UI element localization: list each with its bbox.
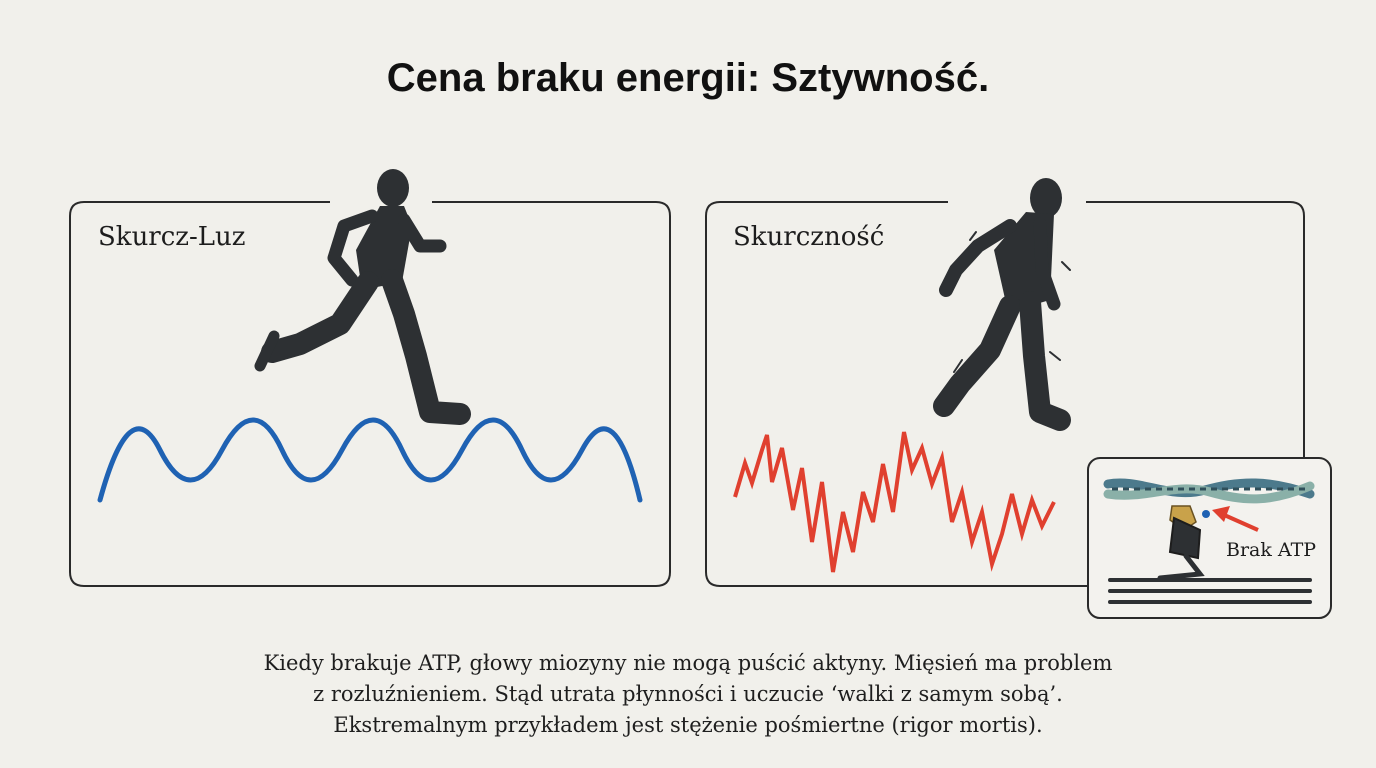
stiff-walking-figure-icon: [933, 178, 1071, 431]
panel-frame-left: [69, 201, 671, 587]
running-figure-icon: [254, 169, 471, 425]
caption: Kiedy brakuje ATP, głowy miozyny nie mog…: [188, 648, 1188, 741]
inset-label-brak-atp: Brak ATP: [1226, 539, 1316, 561]
caption-line-3: Ekstremalnym przykładem jest stężenie po…: [333, 713, 1043, 737]
panel-skurcz-luz: Skurcz-Luz: [69, 169, 671, 587]
red-arrow-icon: [1212, 506, 1259, 532]
panel-skurcznosc: Skurczność: [705, 178, 1305, 587]
caption-line-1: Kiedy brakuje ATP, głowy miozyny nie mog…: [263, 651, 1113, 675]
myosin-head-icon: [1157, 505, 1210, 581]
thick-filament-lines: [1108, 578, 1312, 604]
actin-filament-icon: [1103, 478, 1315, 504]
caption-line-2: z rozluźnieniem. Stąd utrata płynności i…: [313, 682, 1063, 706]
jagged-line: [733, 431, 1056, 573]
page-title: Cena braku energii: Sztywność.: [386, 56, 990, 100]
smooth-wave: [97, 417, 643, 503]
panel-label-left: Skurcz-Luz: [98, 222, 246, 252]
inset-rigor-diagram: Brak ATP: [1087, 457, 1332, 619]
panel-frame-right: [705, 201, 1305, 587]
panel-label-right: Skurczność: [733, 222, 884, 252]
